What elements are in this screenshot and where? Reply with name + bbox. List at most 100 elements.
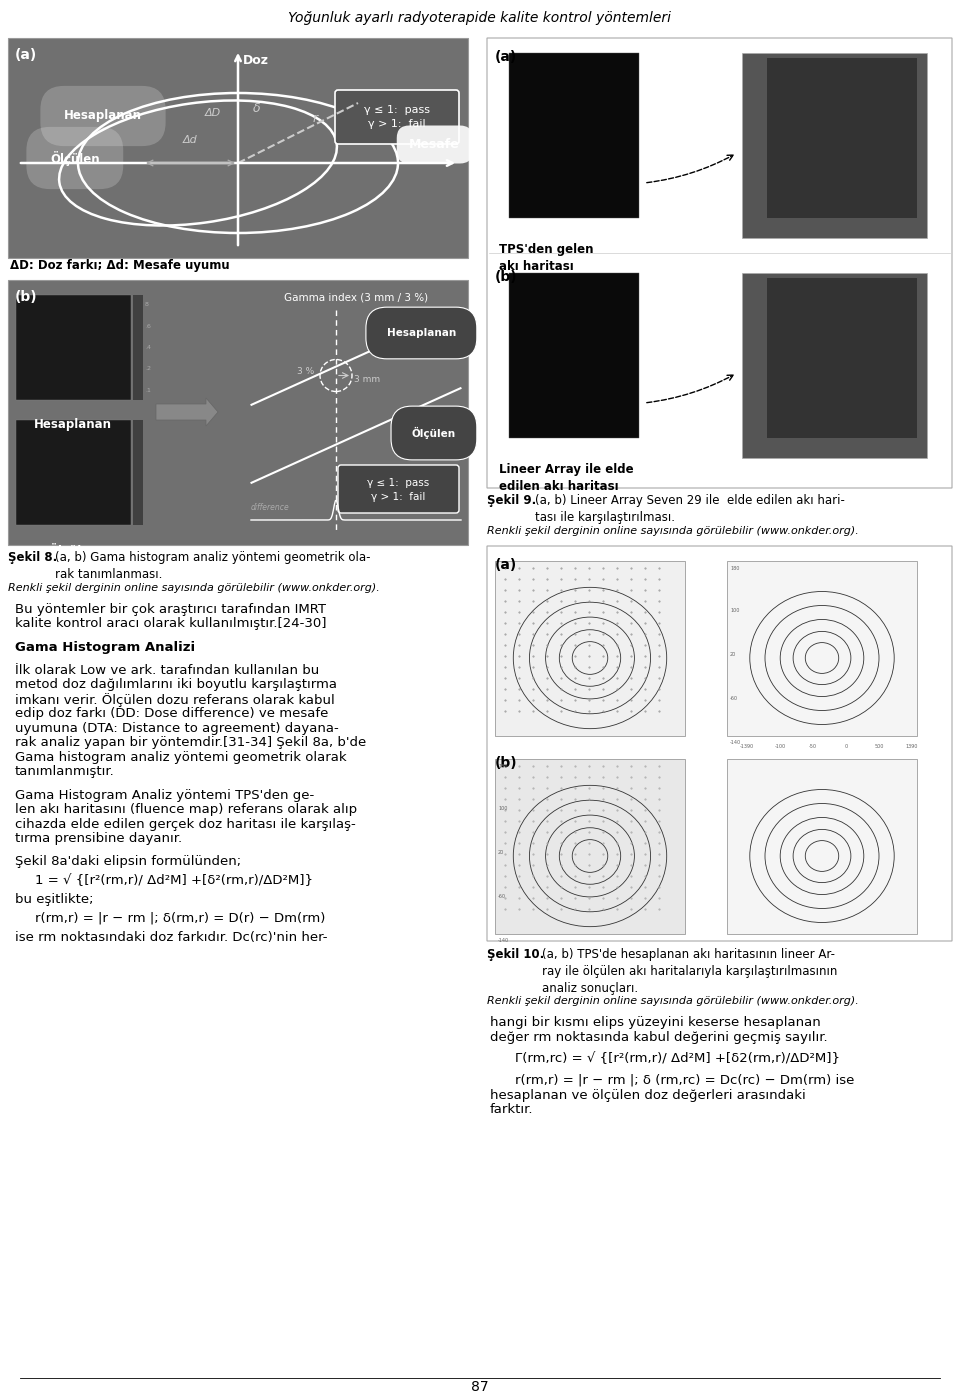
Text: 100: 100 (498, 807, 508, 812)
FancyBboxPatch shape (338, 465, 459, 513)
Text: ΔD: ΔD (204, 109, 221, 118)
Text: değer rm noktasında kabul değerini geçmiş sayılır.: değer rm noktasında kabul değerini geçmi… (490, 1031, 828, 1043)
Text: Hesaplanan: Hesaplanan (387, 327, 456, 338)
Text: edip doz farkı (DD: Dose difference) ve mesafe: edip doz farkı (DD: Dose difference) ve … (15, 708, 328, 720)
Text: Gama Histogram Analizi: Gama Histogram Analizi (15, 641, 195, 653)
Text: Doz: Doz (243, 54, 269, 67)
Bar (742, 53, 927, 238)
Text: -140: -140 (498, 939, 509, 943)
Text: -1390: -1390 (740, 744, 754, 749)
Text: Gama Histogram Analiz yöntemi TPS'den ge-: Gama Histogram Analiz yöntemi TPS'den ge… (15, 788, 314, 801)
Text: Şekil 8.: Şekil 8. (8, 552, 58, 564)
Text: ΔD: Doz farkı; Δd: Mesafe uyumu: ΔD: Doz farkı; Δd: Mesafe uyumu (10, 259, 229, 272)
Text: farktır.: farktır. (490, 1103, 534, 1116)
Text: (b): (b) (495, 756, 517, 770)
Text: -140: -140 (730, 741, 741, 745)
Text: 1 = √ {[r²(rm,r)/ Δd²M] +[δ²(rm,r)/ΔD²M]}: 1 = √ {[r²(rm,r)/ Δd²M] +[δ²(rm,r)/ΔD²M]… (35, 875, 313, 887)
Text: Şekil 10.: Şekil 10. (487, 949, 544, 961)
Text: Ölçülen: Ölçülen (412, 428, 456, 439)
Text: ise rm noktasındaki doz farkıdır. Dc(rc)'nin her-: ise rm noktasındaki doz farkıdır. Dc(rc)… (15, 931, 327, 943)
Text: 87: 87 (471, 1380, 489, 1393)
Bar (509, 53, 639, 217)
Bar (767, 59, 917, 217)
Text: r(rm,r) = |r − rm |; δ (rm,rc) = Dc(rc) − Dm(rm) ise: r(rm,r) = |r − rm |; δ (rm,rc) = Dc(rc) … (515, 1074, 854, 1087)
Text: 0: 0 (845, 744, 848, 749)
Text: 8: 8 (145, 302, 149, 308)
FancyArrow shape (156, 398, 218, 426)
Text: Hesaplanan: Hesaplanan (64, 110, 142, 123)
Text: 500: 500 (875, 744, 884, 749)
Text: 1390: 1390 (906, 744, 918, 749)
Text: (a, b) Lineer Array Seven 29 ile  elde edilen akı hari-
tası ile karşılaştırılma: (a, b) Lineer Array Seven 29 ile elde ed… (535, 495, 845, 524)
Text: imkanı verir. Ölçülen dozu referans olarak kabul: imkanı verir. Ölçülen dozu referans olar… (15, 692, 335, 706)
Text: kalite kontrol aracı olarak kullanılmıştır.[24-30]: kalite kontrol aracı olarak kullanılmışt… (15, 617, 326, 631)
Bar (133, 295, 143, 400)
Text: difference: difference (251, 503, 290, 513)
Text: 180: 180 (498, 763, 508, 769)
Text: Ölçülen: Ölçülen (48, 543, 98, 559)
Bar (495, 759, 685, 933)
Text: (b): (b) (495, 270, 517, 284)
Bar (8, 280, 468, 545)
Text: γ ≤ 1:  pass
γ > 1:  fail: γ ≤ 1: pass γ > 1: fail (364, 104, 430, 130)
Text: İlk olarak Low ve ark. tarafından kullanılan bu: İlk olarak Low ve ark. tarafından kullan… (15, 664, 320, 677)
Text: .4: .4 (145, 345, 151, 350)
Text: Gama histogram analiz yöntemi geometrik olarak: Gama histogram analiz yöntemi geometrik … (15, 751, 347, 763)
Text: δ: δ (253, 102, 260, 116)
Text: Renkli şekil derginin online sayısında görülebilir (www.onkder.org).: Renkli şekil derginin online sayısında g… (487, 996, 859, 1006)
Text: r(rm,r) = |r − rm |; δ(rm,r) = D(r) − Dm(rm): r(rm,r) = |r − rm |; δ(rm,r) = D(r) − Dm… (35, 912, 325, 925)
Text: 3 mm: 3 mm (354, 375, 380, 384)
Bar (16, 295, 131, 400)
FancyBboxPatch shape (335, 91, 459, 143)
Text: (a, b) TPS'de hesaplanan akı haritasının lineer Ar-
ray ile ölçülen akı haritala: (a, b) TPS'de hesaplanan akı haritasının… (542, 949, 837, 995)
Text: Lineer Array ile elde
edilen akı haritası: Lineer Array ile elde edilen akı haritas… (499, 462, 634, 493)
Text: .2: .2 (145, 366, 151, 372)
Text: hesaplanan ve ölçülen doz değerleri arasındaki: hesaplanan ve ölçülen doz değerleri aras… (490, 1088, 805, 1102)
Text: -50: -50 (809, 744, 817, 749)
Bar (727, 759, 917, 933)
Text: (a): (a) (495, 559, 517, 573)
FancyBboxPatch shape (487, 546, 952, 942)
Text: Ölçülen: Ölçülen (50, 150, 100, 166)
Text: -100: -100 (775, 744, 785, 749)
Text: 20: 20 (730, 652, 736, 657)
Text: tırma prensibine dayanır.: tırma prensibine dayanır. (15, 832, 182, 846)
Text: -60: -60 (498, 894, 506, 900)
Bar (16, 421, 131, 525)
Text: 100: 100 (730, 609, 739, 613)
Text: Şekil 8a'daki elipsin formülünden;: Şekil 8a'daki elipsin formülünden; (15, 855, 241, 868)
Text: cihazda elde edilen gerçek doz haritası ile karşılaş-: cihazda elde edilen gerçek doz haritası … (15, 818, 356, 830)
Text: Şekil 9.: Şekil 9. (487, 495, 537, 507)
Text: Renkli şekil derginin online sayısında görülebilir (www.onkder.org).: Renkli şekil derginin online sayısında g… (487, 527, 859, 536)
Text: (a, b) Gama histogram analiz yöntemi geometrik ola-
rak tanımlanması.: (a, b) Gama histogram analiz yöntemi geo… (55, 552, 371, 581)
Text: (a): (a) (15, 47, 37, 63)
Text: rak analiz yapan bir yöntemdir.[31-34] Şekil 8a, b'de: rak analiz yapan bir yöntemdir.[31-34] Ş… (15, 737, 367, 749)
Text: 20: 20 (498, 851, 504, 855)
Text: .1: .1 (145, 387, 151, 393)
FancyBboxPatch shape (487, 38, 952, 488)
Text: Mesafe: Mesafe (409, 138, 460, 150)
Text: Hesaplanan: Hesaplanan (34, 418, 112, 430)
Bar (742, 273, 927, 458)
Text: 3 %: 3 % (297, 366, 314, 376)
Bar (8, 38, 468, 258)
Text: Gamma index (3 mm / 3 %): Gamma index (3 mm / 3 %) (284, 293, 428, 304)
Text: metod doz dağılımlarını iki boyutlu karşılaştırma: metod doz dağılımlarını iki boyutlu karş… (15, 678, 337, 691)
Text: TPS'den gelen
akı haritası: TPS'den gelen akı haritası (499, 242, 593, 273)
Text: 180: 180 (730, 566, 739, 571)
Text: -60: -60 (730, 696, 738, 702)
Text: bu eşitlikte;: bu eşitlikte; (15, 893, 93, 905)
Bar (495, 561, 685, 736)
Text: len akı haritasını (fluence map) referans olarak alıp: len akı haritasını (fluence map) referan… (15, 804, 357, 816)
Text: Renkli şekil derginin online sayısında görülebilir (www.onkder.org).: Renkli şekil derginin online sayısında g… (8, 584, 380, 593)
Text: .6: .6 (145, 323, 151, 329)
Bar (767, 279, 917, 437)
Bar (133, 421, 143, 525)
Text: r: r (313, 111, 318, 125)
Bar (727, 561, 917, 736)
Text: Bu yöntemler bir çok araştırıcı tarafından IMRT: Bu yöntemler bir çok araştırıcı tarafınd… (15, 603, 326, 616)
Text: (b): (b) (15, 290, 37, 304)
Text: Γ(rm,rc) = √ {[r²(rm,r)/ Δd²M] +[δ2(rm,r)/ΔD²M]}: Γ(rm,rc) = √ {[r²(rm,r)/ Δd²M] +[δ2(rm,r… (515, 1052, 840, 1066)
Text: γ ≤ 1:  pass
γ > 1:  fail: γ ≤ 1: pass γ > 1: fail (367, 478, 429, 501)
Text: (a): (a) (495, 50, 517, 64)
